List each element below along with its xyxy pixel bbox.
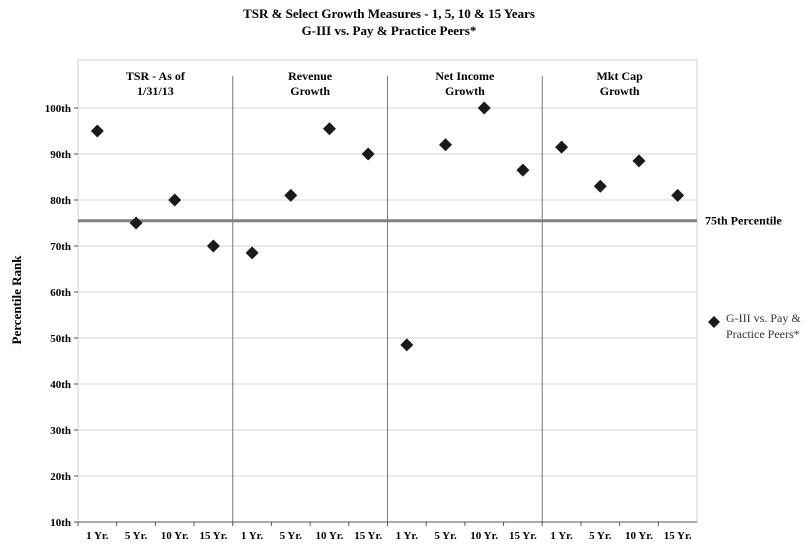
- y-tick-label: 80th: [50, 195, 71, 207]
- grid-lines: [77, 59, 698, 523]
- chart-subtitle: G-III vs. Pay & Practice Peers*: [302, 23, 477, 38]
- data-point-diamond: [129, 216, 143, 230]
- x-tick-label: 1 Yr.: [550, 530, 573, 542]
- data-point-diamond: [361, 147, 375, 161]
- x-tick-label: 1 Yr.: [86, 530, 109, 542]
- chart-title: TSR & Select Growth Measures - 1, 5, 10 …: [243, 6, 535, 21]
- x-tick-label: 10 Yr.: [316, 530, 344, 542]
- reference-line-label: 75th Percentile: [705, 214, 782, 228]
- group-header-label: Growth: [445, 84, 485, 98]
- group-header-label: Mkt Cap: [596, 69, 643, 83]
- legend-marker: [708, 316, 720, 328]
- x-tick-label: 15 Yr.: [664, 530, 692, 542]
- y-tick-label: 20th: [50, 471, 71, 483]
- data-point-diamond: [593, 179, 607, 193]
- y-tick-label: 100th: [45, 103, 71, 115]
- y-tick-label: 70th: [50, 241, 71, 253]
- y-tick-label: 10th: [50, 517, 71, 529]
- x-tick-label: 5 Yr.: [125, 530, 148, 542]
- group-header-label: 1/31/13: [137, 84, 174, 98]
- data-point-diamond: [477, 101, 491, 115]
- legend: G-III vs. Pay & Practice Peers*: [708, 311, 801, 341]
- data-point-diamond: [555, 140, 569, 154]
- legend-label: G-III vs. Pay &: [726, 311, 801, 325]
- data-point-diamond: [671, 188, 685, 202]
- data-point-diamond: [439, 138, 453, 152]
- reference-line-group: 75th Percentile: [78, 214, 782, 228]
- x-tick-label: 10 Yr.: [470, 530, 498, 542]
- y-tick-label: 60th: [50, 287, 71, 299]
- data-points: [90, 101, 685, 352]
- group-header-label: Growth: [290, 84, 330, 98]
- data-point-diamond: [90, 124, 104, 138]
- group-header-label: TSR - As of: [126, 69, 186, 83]
- data-point-diamond: [245, 246, 259, 260]
- x-tick-label: 5 Yr.: [280, 530, 303, 542]
- x-tick-label: 15 Yr.: [509, 530, 537, 542]
- legend-label: Practice Peers*: [726, 327, 800, 341]
- y-axis-label: Percentile Rank: [9, 255, 24, 345]
- data-point-diamond: [284, 188, 298, 202]
- y-tick-label: 40th: [50, 379, 71, 391]
- y-tick-label: 90th: [50, 149, 71, 161]
- x-tick-label: 1 Yr.: [396, 530, 419, 542]
- x-tick-label: 15 Yr.: [354, 530, 382, 542]
- x-tick-label: 10 Yr.: [625, 530, 653, 542]
- x-tick-label: 1 Yr.: [241, 530, 264, 542]
- x-tick-label: 10 Yr.: [161, 530, 189, 542]
- y-tick-label: 50th: [50, 333, 71, 345]
- data-point-diamond: [632, 154, 646, 168]
- x-tick-label: 5 Yr.: [434, 530, 457, 542]
- y-tick-label: 30th: [50, 425, 71, 437]
- x-tick-label: 5 Yr.: [589, 530, 612, 542]
- data-point-diamond: [322, 122, 336, 136]
- x-tick-label: 15 Yr.: [199, 530, 227, 542]
- group-header-label: Growth: [600, 84, 640, 98]
- group-header-label: Revenue: [288, 69, 333, 83]
- data-point-diamond: [206, 239, 220, 253]
- data-point-diamond: [516, 163, 530, 177]
- axis-ticks: 10th 20th 30th 40th 50th 60th 70th 80th 90th 100t…: [45, 103, 697, 542]
- group-header-label: Net Income: [435, 69, 495, 83]
- data-point-diamond: [168, 193, 182, 207]
- data-point-diamond: [400, 338, 414, 352]
